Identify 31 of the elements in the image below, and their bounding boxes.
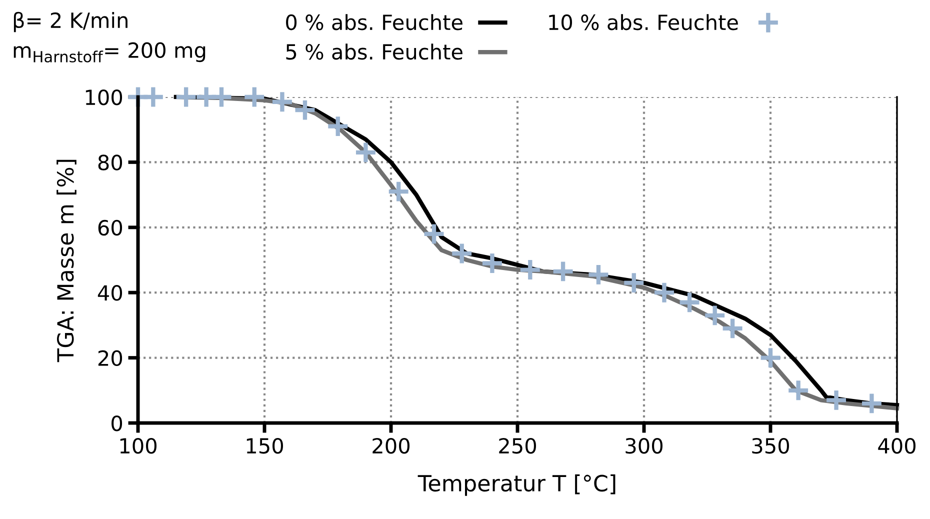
y-tick-label: 0 xyxy=(112,415,122,432)
legend-label: 5 % abs. Feuchte xyxy=(286,44,462,60)
point xyxy=(386,180,410,204)
x-tick-label: 300 xyxy=(626,438,662,454)
x-tick-label: 200 xyxy=(372,438,410,454)
point xyxy=(703,304,727,328)
x-tick-label: 150 xyxy=(246,438,283,454)
y-tick-label: 100 xyxy=(86,89,122,106)
point xyxy=(293,98,317,122)
y-axis-title: TGA: Masse m [%] xyxy=(56,160,76,362)
point xyxy=(242,85,266,109)
y-tick-label: 60 xyxy=(98,220,122,236)
y-tick-label: 20 xyxy=(98,350,122,366)
point xyxy=(210,85,234,109)
point xyxy=(174,85,198,109)
text: β= 2 K/min xyxy=(14,12,128,32)
point xyxy=(786,378,810,402)
y-tick-label: 40 xyxy=(98,285,122,301)
point xyxy=(551,260,575,284)
x-tick-label: 100 xyxy=(120,438,156,454)
y-tick-label: 80 xyxy=(98,154,122,170)
x-axis-title: Temperatur T [°C] xyxy=(418,474,616,496)
legend-label: 10 % abs. Feuchte xyxy=(549,14,738,30)
x-tick-label: 350 xyxy=(752,438,789,454)
x-tick-label: 250 xyxy=(499,438,536,454)
point xyxy=(422,222,446,246)
point xyxy=(678,290,702,314)
point xyxy=(450,242,474,266)
x-tick-label: 400 xyxy=(878,438,916,454)
point xyxy=(720,316,744,340)
legend-label: 0 % abs. Feuchte xyxy=(286,14,462,30)
